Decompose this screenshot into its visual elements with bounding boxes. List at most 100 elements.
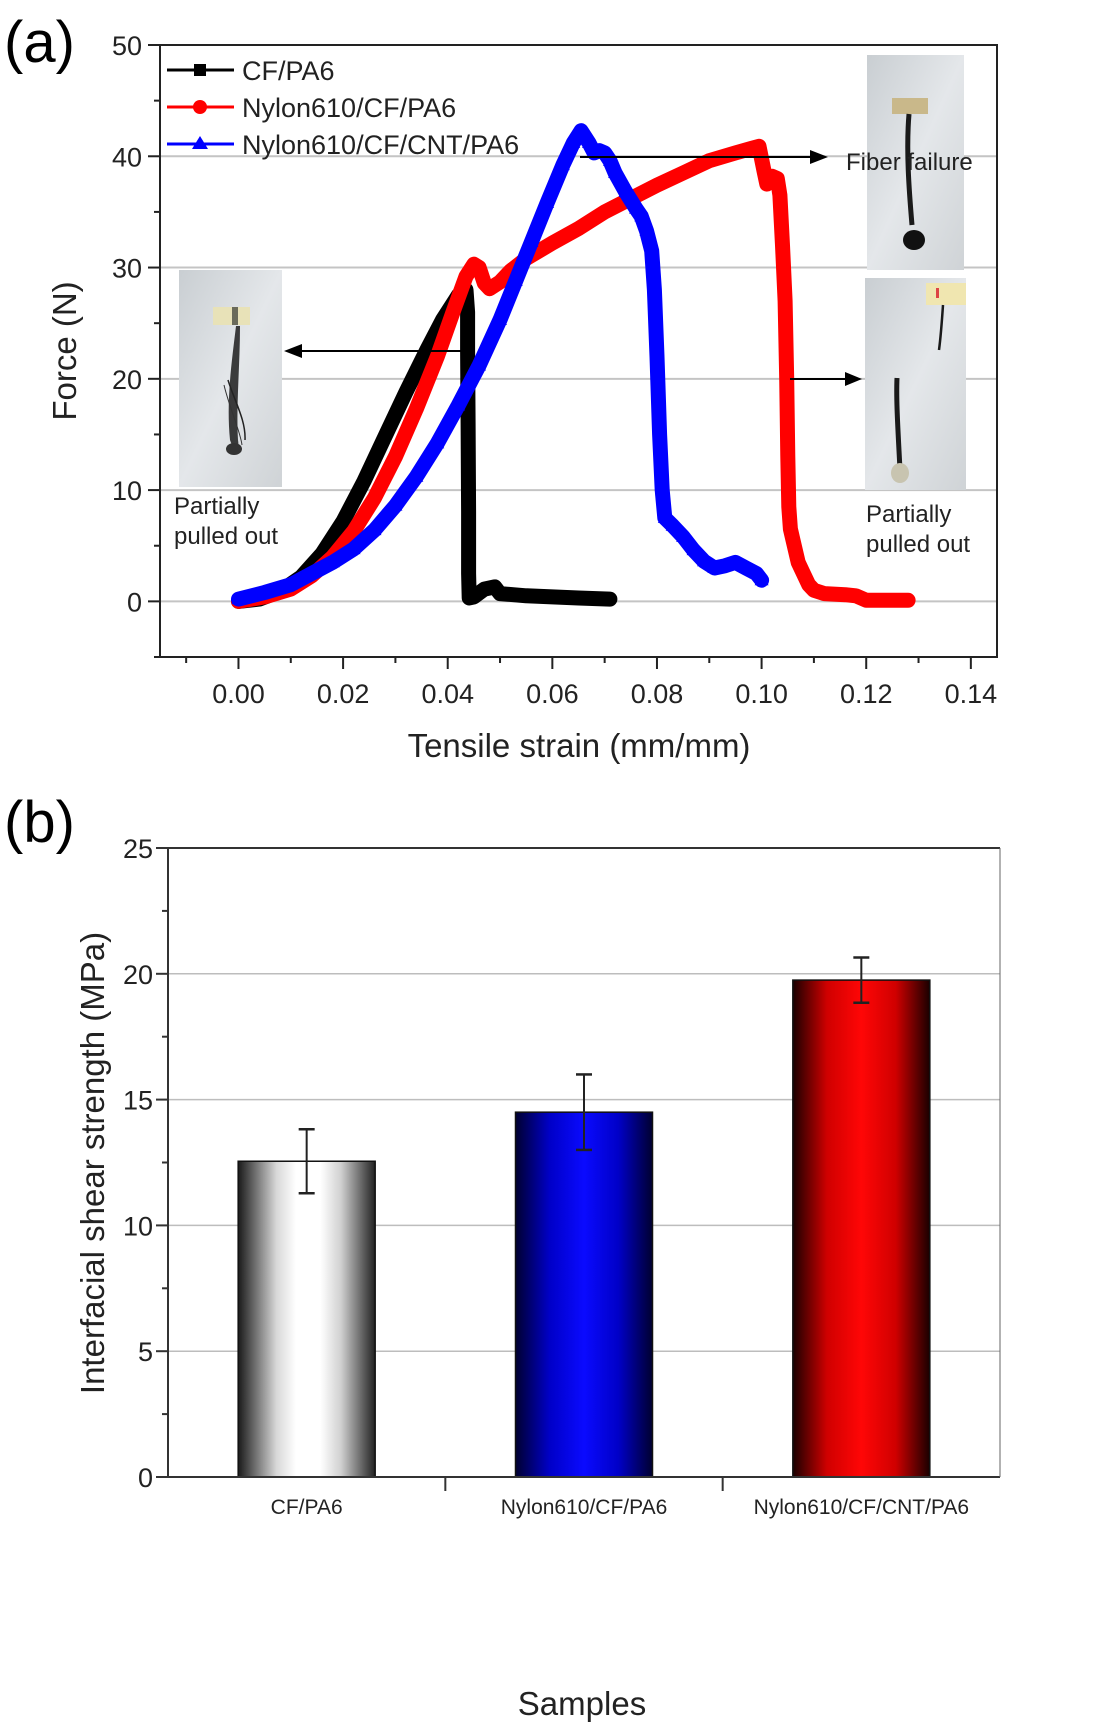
data-point-nylon610-cf-cnt-pa6 (388, 498, 403, 511)
data-point-nylon610-cf-pa6 (389, 450, 402, 463)
data-point-cf-pa6 (521, 590, 532, 601)
bar-nylon610-cf-pa6 (514, 1111, 654, 1478)
data-point-nylon610-cf-cnt-pa6 (608, 165, 623, 178)
bar-nylon610-cf-cnt-pa6 (792, 979, 931, 1478)
x-tick-label: 0.10 (735, 679, 788, 709)
panel-b-bars (237, 956, 931, 1478)
legend-item: Nylon610/CF/PA6 (167, 93, 456, 123)
data-point-cf-pa6 (573, 593, 584, 604)
legend-marker-square-icon (194, 64, 206, 76)
legend-item: Nylon610/CF/CNT/PA6 (167, 130, 519, 160)
data-point-nylon610-cf-cnt-pa6 (304, 566, 319, 579)
data-point-nylon610-cf-cnt-pa6 (639, 223, 654, 236)
data-point-nylon610-cf-cnt-pa6 (649, 349, 664, 362)
data-point-cf-pa6 (359, 476, 370, 487)
data-point-cf-pa6 (547, 591, 558, 602)
legend-marker-circle-icon (193, 100, 207, 114)
data-point-cf-pa6 (604, 594, 615, 605)
data-point-nylon610-cf-cnt-pa6 (738, 560, 753, 573)
data-point-nylon610-cf-pa6 (431, 350, 444, 363)
bar-cf-pa6 (237, 1160, 376, 1478)
data-point-nylon610-cf-cnt-pa6 (283, 577, 298, 590)
panel-a-plot-frame (159, 44, 998, 658)
x-tick-label: 0.12 (840, 679, 893, 709)
data-point-nylon610-cf-pa6 (729, 146, 742, 159)
panel-a-label: (a) (4, 10, 75, 75)
data-point-nylon610-cf-pa6 (677, 166, 690, 179)
y-tick-label: 20 (123, 960, 153, 990)
data-point-nylon610-cf-pa6 (546, 237, 559, 250)
data-point-cf-pa6 (338, 516, 349, 527)
legend-label: Nylon610/CF/CNT/PA6 (242, 130, 519, 160)
x-tick-label: 0.06 (526, 679, 579, 709)
y-tick-label: 50 (112, 31, 142, 61)
data-point-nylon610-cf-pa6 (752, 140, 765, 153)
data-point-nylon610-cf-pa6 (460, 270, 473, 283)
annotation-fiber-failure: Fiber failure (846, 149, 973, 176)
data-point-nylon610-cf-pa6 (818, 587, 831, 600)
data-point-nylon610-cf-cnt-pa6 (231, 592, 246, 605)
data-point-nylon610-cf-cnt-pa6 (749, 566, 764, 579)
data-point-nylon610-cf-cnt-pa6 (676, 529, 691, 542)
data-point-nylon610-cf-cnt-pa6 (367, 523, 382, 536)
data-point-nylon610-cf-cnt-pa6 (472, 358, 487, 371)
x-tick-label: 0.02 (317, 679, 370, 709)
data-point-nylon610-cf-pa6 (771, 172, 784, 185)
data-point-cf-pa6 (379, 431, 390, 442)
y-tick-label: 25 (123, 834, 153, 864)
data-point-nylon610-cf-pa6 (782, 500, 795, 513)
data-point-cf-pa6 (463, 568, 474, 579)
data-point-nylon610-cf-cnt-pa6 (581, 135, 596, 148)
arrow-left-icon (284, 344, 302, 358)
data-point-cf-pa6 (463, 507, 474, 518)
x-tick-label: 0.14 (945, 679, 998, 709)
data-point-cf-pa6 (463, 418, 474, 429)
data-point-nylon610-cf-pa6 (881, 594, 894, 607)
data-point-nylon610-cf-cnt-pa6 (647, 282, 662, 295)
data-point-cf-pa6 (479, 584, 490, 595)
data-point-nylon610-cf-cnt-pa6 (409, 469, 424, 482)
data-point-nylon610-cf-cnt-pa6 (566, 135, 581, 148)
data-point-nylon610-cf-pa6 (780, 372, 793, 385)
data-point-nylon610-cf-cnt-pa6 (634, 209, 649, 222)
data-point-nylon610-cf-pa6 (781, 450, 794, 463)
x-category-label: CF/PA6 (271, 1496, 343, 1519)
data-point-nylon610-cf-pa6 (347, 525, 360, 538)
annotation-pulled-out-left-line1: Partially (174, 493, 259, 520)
data-point-nylon610-cf-cnt-pa6 (493, 312, 508, 325)
data-point-nylon610-cf-cnt-pa6 (657, 510, 672, 523)
data-point-nylon610-cf-cnt-pa6 (574, 123, 589, 136)
y-tick-label: 15 (123, 1086, 153, 1116)
data-point-nylon610-cf-cnt-pa6 (697, 554, 712, 567)
data-point-cf-pa6 (421, 344, 432, 355)
data-point-nylon610-cf-pa6 (494, 276, 507, 289)
legend-item: CF/PA6 (167, 56, 335, 86)
y-tick-label: 10 (112, 476, 142, 506)
y-tick-label: 0 (138, 1463, 153, 1493)
arrow-right-icon (810, 150, 828, 164)
data-point-cf-pa6 (495, 588, 506, 599)
data-point-nylon610-cf-cnt-pa6 (451, 398, 466, 411)
data-point-nylon610-cf-pa6 (776, 239, 789, 252)
data-point-nylon610-cf-pa6 (784, 523, 797, 536)
panel-b-axis-ticks: 0 5 10 15 20 25 CF/PA6 Nylon610/CF/PA6 Nylon610/… (123, 834, 969, 1519)
data-point-nylon610-cf-pa6 (368, 491, 381, 504)
y-tick-label: 40 (112, 142, 142, 172)
arrow-right-icon (845, 372, 862, 386)
data-point-nylon610-cf-pa6 (483, 282, 496, 295)
data-point-nylon610-cf-pa6 (902, 594, 915, 607)
photo-inset-top-right-fiber-failure (867, 55, 964, 270)
data-point-cf-pa6 (468, 591, 479, 602)
panel-b-x-axis-title: Samples (518, 1685, 646, 1722)
data-point-cf-pa6 (317, 548, 328, 559)
x-tick-label: 0.08 (631, 679, 684, 709)
panel-a-axis-ticks: 0 10 20 30 40 50 0.00 0.02 0.04 0.06 0.08 0.10 0.12 0… (112, 31, 997, 709)
x-category-label: Nylon610/CF/PA6 (501, 1496, 668, 1519)
panel-a-x-axis-title: Tensile strain (mm/mm) (408, 727, 751, 764)
data-point-nylon610-cf-cnt-pa6 (508, 273, 523, 286)
photo-inset-left-pulled-out (179, 270, 282, 487)
data-point-nylon610-cf-pa6 (786, 534, 799, 547)
data-point-nylon610-cf-cnt-pa6 (629, 201, 644, 214)
